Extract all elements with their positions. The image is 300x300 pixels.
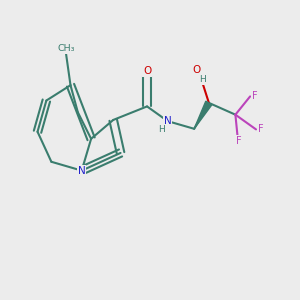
Text: F: F [236,136,241,146]
Text: F: F [252,92,257,101]
Text: CH₃: CH₃ [57,44,75,53]
Text: O: O [192,65,201,76]
Text: H: H [199,75,206,84]
Text: F: F [258,124,263,134]
Text: H: H [158,125,165,134]
Text: N: N [164,116,172,126]
Polygon shape [194,101,212,129]
Text: N: N [78,166,86,176]
Text: O: O [143,66,151,76]
